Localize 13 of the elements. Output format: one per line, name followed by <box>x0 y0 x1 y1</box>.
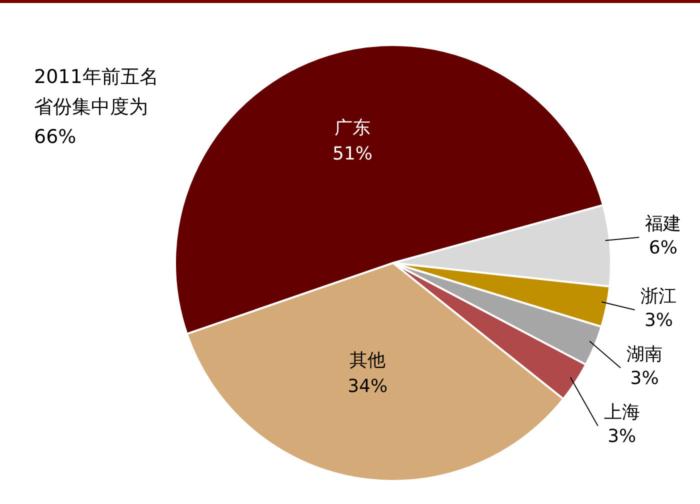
slice-label: 上海 <box>604 402 640 423</box>
slice-label: 其他 <box>350 350 386 372</box>
slice-label: 浙江 <box>640 286 677 307</box>
text: 2011年前五名省份集中度为66% <box>34 65 160 150</box>
data-label: 3% <box>630 368 659 389</box>
data-label: 51% <box>332 143 373 164</box>
data-label: 6% <box>648 237 678 258</box>
slice-label: 福建 <box>645 213 682 234</box>
data-label: 3% <box>608 426 636 447</box>
data-label: 3% <box>644 310 674 331</box>
slice-label: 广东 <box>334 117 371 138</box>
data-label: 34% <box>348 376 388 398</box>
slice-label: 湖南 <box>626 344 663 365</box>
